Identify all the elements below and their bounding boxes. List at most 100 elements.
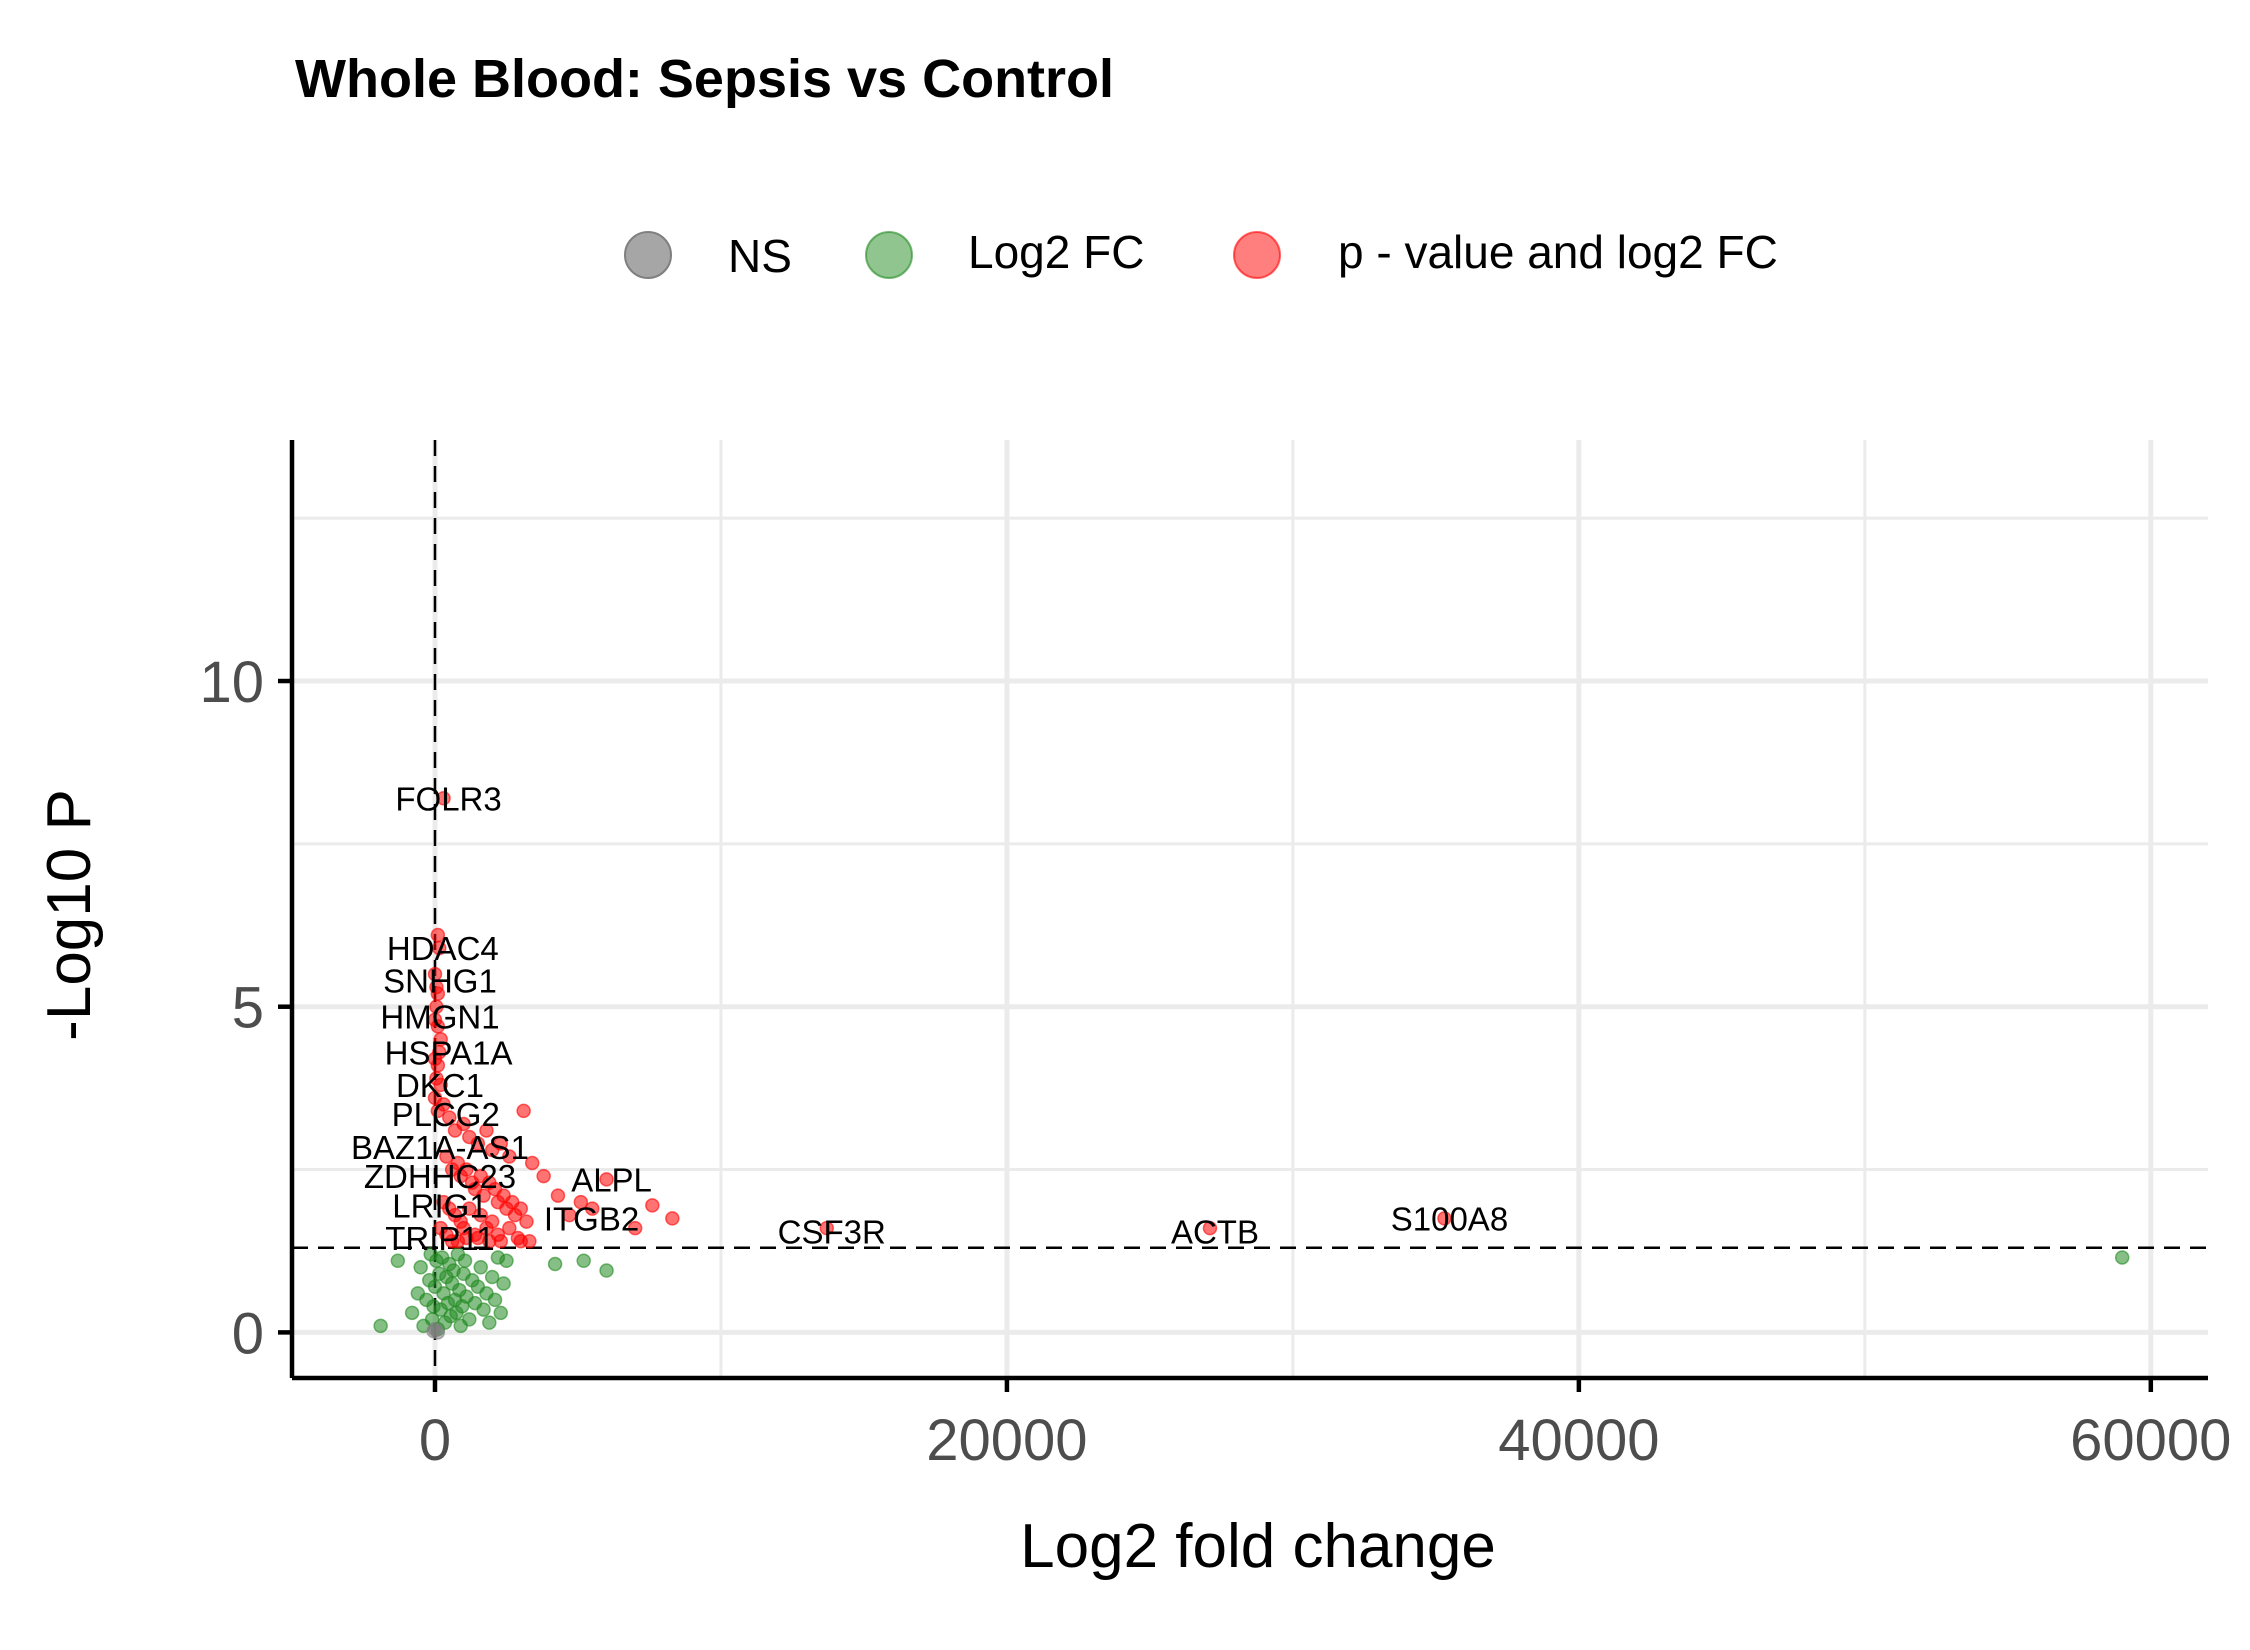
gene-label: ALPL bbox=[571, 1161, 652, 1198]
data-point bbox=[499, 1253, 514, 1268]
x-tick-label: 0 bbox=[419, 1408, 451, 1473]
data-point bbox=[665, 1211, 680, 1226]
legend: NS Log2 FC p - value and log2 FC bbox=[624, 226, 1778, 282]
data-point bbox=[550, 1188, 566, 1203]
x-tick-label: 20000 bbox=[926, 1408, 1087, 1473]
data-point bbox=[493, 1305, 509, 1321]
data-point bbox=[502, 1149, 517, 1164]
data-point bbox=[462, 1201, 477, 1216]
gene-label: DKC1 bbox=[396, 1067, 484, 1104]
data-point bbox=[462, 1312, 477, 1327]
data-point bbox=[433, 1077, 448, 1093]
data-point bbox=[510, 1230, 526, 1246]
data-point bbox=[547, 1256, 563, 1272]
data-points bbox=[373, 791, 2130, 1340]
legend-key-fc bbox=[865, 231, 913, 279]
data-point bbox=[482, 1315, 497, 1330]
cutoff-lines bbox=[292, 440, 2208, 1378]
data-point bbox=[502, 1220, 517, 1236]
data-point bbox=[432, 940, 447, 956]
data-point bbox=[627, 1220, 643, 1236]
data-point bbox=[493, 1136, 509, 1151]
y-tick-label: 10 bbox=[199, 650, 264, 715]
data-point bbox=[426, 1323, 441, 1339]
gene-label: SNHG1 bbox=[383, 963, 497, 1000]
gene-label: LRIG1 bbox=[392, 1187, 487, 1224]
legend-label-pfc: p - value and log2 FC bbox=[1338, 226, 1778, 278]
chart-title: Whole Blood: Sepsis vs Control bbox=[295, 49, 1114, 109]
data-point bbox=[473, 1260, 488, 1275]
data-point bbox=[516, 1103, 531, 1119]
gene-label: ITGB2 bbox=[544, 1200, 639, 1237]
data-point bbox=[562, 1207, 577, 1223]
data-point bbox=[599, 1172, 614, 1187]
data-point bbox=[459, 1162, 474, 1177]
data-point bbox=[473, 1207, 488, 1223]
gene-label: FOLR3 bbox=[395, 780, 501, 817]
y-axis-title: -Log10 P bbox=[35, 789, 104, 1041]
gene-label: S100A8 bbox=[1391, 1200, 1508, 1237]
legend-label-fc: Log2 FC bbox=[968, 226, 1144, 278]
gene-label: PLCG2 bbox=[392, 1096, 500, 1133]
legend-entry-fc: Log2 FC bbox=[865, 226, 1144, 279]
data-point bbox=[430, 1103, 446, 1119]
gene-label: BAZ1A-AS1 bbox=[351, 1129, 529, 1166]
data-point bbox=[476, 1188, 491, 1203]
legend-key-pfc bbox=[1233, 231, 1281, 279]
data-point bbox=[484, 1214, 500, 1229]
gene-label: HDAC4 bbox=[387, 930, 499, 967]
data-point bbox=[456, 1116, 471, 1132]
legend-entry-pfc: p - value and log2 FC bbox=[1233, 226, 1778, 279]
x-tick-label: 60000 bbox=[2070, 1408, 2231, 1473]
legend-key-ns bbox=[624, 231, 672, 279]
gene-label: HMGN1 bbox=[380, 998, 499, 1035]
data-point bbox=[1202, 1220, 1218, 1236]
data-point bbox=[645, 1198, 660, 1213]
data-point bbox=[439, 1149, 454, 1164]
x-axis-title: Log2 fold change bbox=[1020, 1512, 1496, 1581]
data-point bbox=[493, 1233, 509, 1249]
y-axis-ticks: 0 5 10 bbox=[199, 650, 292, 1366]
data-point bbox=[436, 791, 451, 806]
gene-label: TRIP11 bbox=[385, 1220, 494, 1257]
data-point bbox=[524, 1155, 540, 1171]
data-point bbox=[1437, 1211, 1452, 1226]
data-point bbox=[599, 1263, 614, 1278]
series-log2-fc bbox=[373, 1246, 2130, 1337]
grid bbox=[292, 440, 2208, 1378]
series-ns bbox=[426, 1321, 446, 1340]
y-tick-label: 5 bbox=[232, 976, 264, 1041]
data-point bbox=[496, 1276, 511, 1291]
data-point bbox=[476, 1302, 491, 1317]
data-point bbox=[484, 1269, 500, 1285]
data-point bbox=[442, 1110, 457, 1125]
gene-label: HSPA1A bbox=[385, 1034, 513, 1071]
series-p-value-and-log2-fc bbox=[427, 791, 1452, 1249]
data-point bbox=[470, 1136, 486, 1151]
axes bbox=[289, 440, 2208, 1381]
data-point bbox=[2114, 1250, 2130, 1265]
data-point bbox=[404, 1305, 420, 1321]
data-point bbox=[373, 1318, 388, 1334]
gene-label: CSF3R bbox=[778, 1213, 886, 1250]
x-tick-label: 40000 bbox=[1498, 1408, 1659, 1473]
gene-label: ZDHHC23 bbox=[364, 1158, 516, 1195]
legend-entry-ns: NS bbox=[624, 230, 792, 282]
data-point bbox=[390, 1253, 406, 1268]
data-point bbox=[576, 1253, 591, 1268]
legend-label-ns: NS bbox=[728, 230, 792, 282]
data-point bbox=[519, 1214, 534, 1229]
x-axis-ticks: 0 20000 40000 60000 bbox=[419, 1378, 2231, 1473]
data-point bbox=[457, 1253, 473, 1268]
data-point bbox=[479, 1123, 494, 1138]
gene-labels: FOLR3 HDAC4SNHG1HMGN1HSPA1ADKC1PLCG2BAZ1A… bbox=[351, 780, 1508, 1257]
gene-label: ACTB bbox=[1171, 1213, 1259, 1250]
data-point bbox=[513, 1201, 529, 1216]
data-point bbox=[536, 1168, 551, 1184]
data-point bbox=[585, 1201, 600, 1216]
data-point bbox=[487, 1292, 503, 1308]
data-point bbox=[413, 1260, 428, 1275]
data-point bbox=[573, 1194, 589, 1210]
data-point bbox=[819, 1220, 835, 1236]
